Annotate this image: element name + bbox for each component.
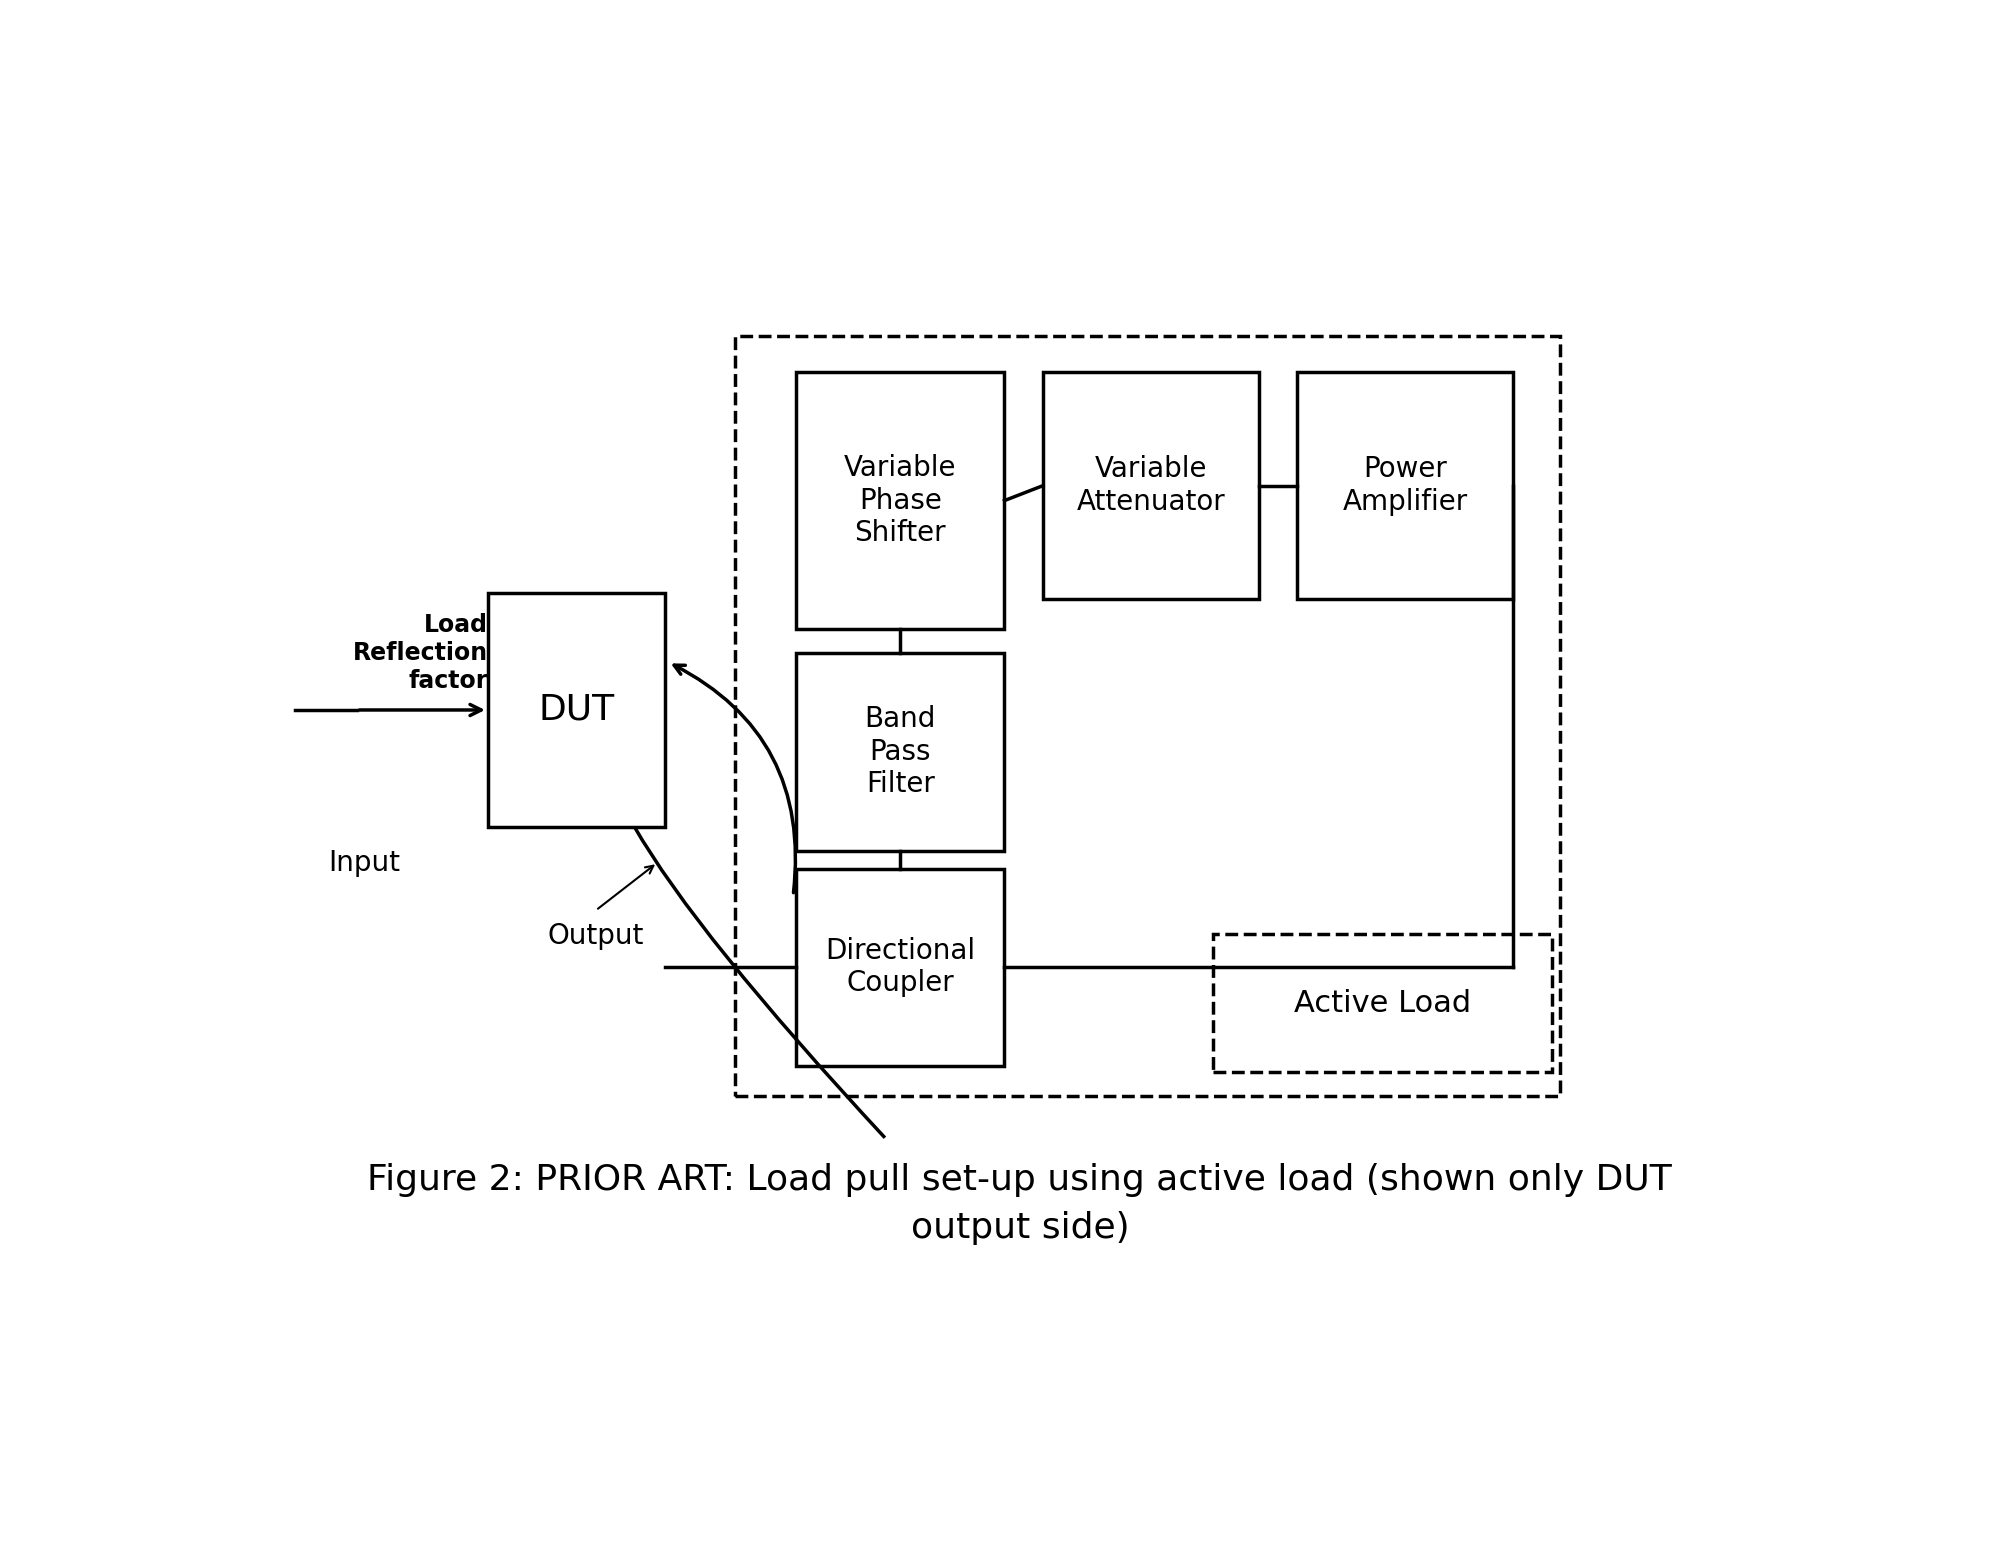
Bar: [796, 869, 1004, 1066]
Text: Variable
Phase
Shifter: Variable Phase Shifter: [843, 454, 957, 547]
Bar: [796, 371, 1004, 629]
Text: Input: Input: [328, 848, 400, 876]
Text: DUT: DUT: [539, 693, 615, 727]
Text: Variable
Attenuator: Variable Attenuator: [1076, 455, 1225, 516]
Bar: [487, 594, 664, 827]
Bar: [796, 653, 1004, 850]
Text: Active Load: Active Load: [1293, 988, 1470, 1018]
Text: Band
Pass
Filter: Band Pass Filter: [865, 706, 935, 799]
Bar: [1297, 371, 1514, 600]
Bar: [1042, 371, 1259, 600]
Bar: [1211, 934, 1551, 1072]
Text: Load
Reflection
factor: Load Reflection factor: [352, 614, 487, 693]
Text: output side): output side): [911, 1211, 1128, 1245]
Text: Figure 2: PRIOR ART: Load pull set-up using active load (shown only DUT: Figure 2: PRIOR ART: Load pull set-up us…: [368, 1162, 1671, 1197]
Text: Power
Amplifier: Power Amplifier: [1343, 455, 1468, 516]
Bar: [734, 336, 1559, 1096]
Text: Directional
Coupler: Directional Coupler: [825, 937, 975, 998]
Text: Output: Output: [547, 923, 644, 951]
